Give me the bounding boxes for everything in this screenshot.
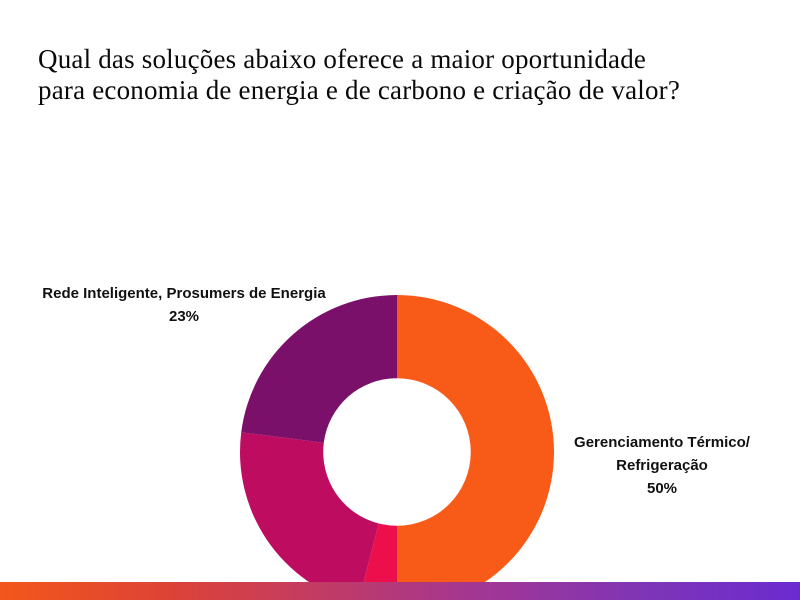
donut-segment <box>397 295 554 600</box>
donut-segment <box>241 295 397 443</box>
donut-segment <box>240 432 379 600</box>
donut-segment <box>359 523 397 600</box>
segment-label-gerenciamento: Gerenciamento Térmico/ Refrigeração 50% <box>556 431 768 500</box>
segment-label-pct: 23% <box>168 308 200 325</box>
donut-chart-svg <box>240 295 554 600</box>
page-title: Qual das soluções abaixo oferece a maior… <box>38 44 681 105</box>
brand-gradient-bar <box>0 582 800 600</box>
segment-label-text: Rede Inteligente, Prosumers de Energia <box>42 285 326 302</box>
segment-label-rede: Rede Inteligente, Prosumers de Energia 2… <box>28 282 340 328</box>
segment-label-text: Gerenciamento Térmico/ Refrigeração <box>574 434 750 474</box>
donut-chart: Gerenciamento Térmico/ Refrigeração 50% … <box>0 130 800 600</box>
segment-label-pct: 50% <box>646 480 678 497</box>
